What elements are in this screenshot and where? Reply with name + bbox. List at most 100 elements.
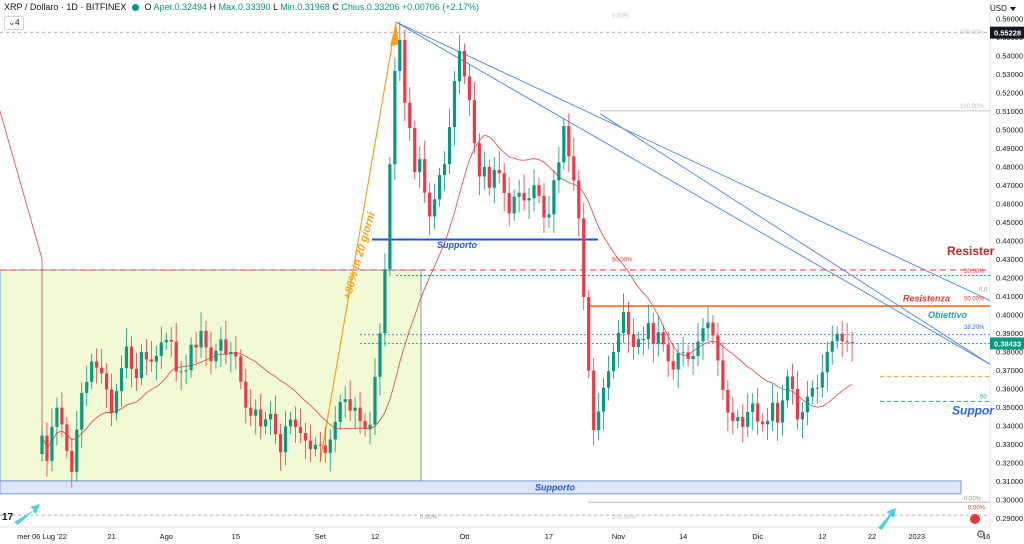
candle-body [154,355,158,362]
y-tick-label: 0.33000 [996,440,1023,449]
candle-body [408,102,412,129]
candle-body [353,407,357,411]
accumulation-zone-box [0,269,422,482]
y-tick-label: 0.37000 [996,366,1023,375]
candle-body [60,407,64,425]
candle-body [209,347,213,362]
candle-body [259,409,263,427]
tradingview-logo-icon: 17 [2,512,14,523]
candle-body [363,420,367,429]
candle-body [726,390,730,413]
candle-body [109,389,114,414]
candle-body [249,407,253,416]
low-label: L [273,2,278,12]
fib-label: 100.00% [612,515,636,521]
candle-body [696,341,700,357]
chevron-down-icon: ⌄ [8,18,16,27]
candle-body [199,330,203,348]
candle-body [507,193,511,214]
support-band [0,480,962,495]
x-tick-label: 12 [818,532,826,541]
gear-icon[interactable]: ⚙ [976,529,986,541]
candle-body [800,412,805,420]
candle-body [562,126,566,163]
candle-body [825,351,829,373]
candle-body [666,344,670,362]
fib-label: 100.00% [960,30,984,36]
candle-body [502,173,506,194]
candle-body [487,166,491,188]
symbol-title[interactable]: XRP / Dollaro · 1D · BITFINEX [4,2,127,12]
x-tick-label: 15 [232,532,240,541]
candle-body [582,218,586,298]
resistenza-big-label: Resister [947,244,995,258]
candle-body [229,351,233,354]
candle-body [358,407,362,421]
candle-body [577,180,581,219]
y-tick-label: 0.52000 [996,88,1023,97]
currency-selector[interactable]: USD [990,4,1016,13]
candle-body [512,196,516,214]
y-tick-label: 0.49000 [996,144,1023,153]
candle-body [423,159,427,193]
x-tick-label: 22 [868,532,876,541]
candle-body [810,387,814,397]
candle-body [85,381,89,393]
y-tick-label: 0.36000 [996,384,1023,393]
candle-body [169,339,173,342]
candle-body [323,445,327,453]
y-tick-label: 0.45000 [996,218,1023,227]
y-tick-label: 0.56000 [996,14,1023,23]
candle-body [234,351,238,357]
candle-body [731,412,735,421]
candle-body [820,372,824,388]
candle-body [50,426,54,461]
us-flag-icon [970,514,980,524]
candle-body [711,322,715,336]
candle-body [293,419,298,428]
indicators-collapse-button[interactable]: ⌄4 [4,16,24,30]
candle-body [283,426,288,453]
candle-body [134,368,139,379]
trendline-from-nov [599,113,991,365]
candle-body [328,439,332,453]
candle-body [105,373,109,390]
candle-body [805,396,809,413]
candle-body [547,214,551,218]
pointer-arrow-right [878,508,896,530]
x-tick-label: 17 [545,532,553,541]
candle-body [557,162,561,181]
fib-label: 0.00% [968,506,986,512]
y-tick-label: 0.40000 [996,310,1023,319]
candle-body [850,341,854,344]
candle-body [388,164,392,270]
resistenza-label: Resistenza [903,293,950,303]
candle-body [452,81,457,128]
pump-arrow [319,21,397,463]
candle-body [264,419,268,427]
supporto-label-mid: Supporto [437,240,477,250]
candle-body [542,195,546,218]
candle-body [537,185,541,196]
pump-arrow-head [390,22,399,47]
candle-body [273,413,278,435]
y-tick-label: 0.48000 [996,162,1023,171]
y-tick-label: 0.42000 [996,273,1023,282]
trendline-upper [395,21,991,301]
y-tick-label: 0.43000 [996,255,1023,264]
candle-body [403,39,407,103]
candle-body [269,413,273,420]
supporto-label-bottom: Supporto [535,482,575,492]
y-tick-label: 0.30000 [996,495,1023,504]
candle-body [55,407,59,427]
chart-header: XRP / Dollaro · 1D · BITFINEX O Aper.0.3… [4,2,479,12]
candle-body [40,435,44,455]
candle-body [567,126,571,157]
candle-body [716,335,720,361]
candle-body [527,198,531,201]
candle-body [90,361,94,382]
fib-label: 50.00% [612,258,633,264]
candle-body [497,169,501,174]
candle-body [636,339,640,347]
